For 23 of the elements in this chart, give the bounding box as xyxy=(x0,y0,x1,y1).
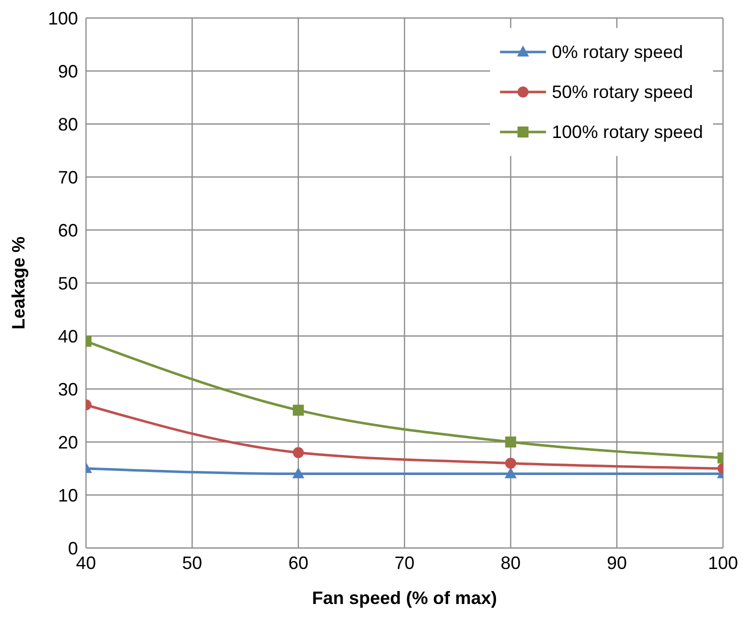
y-tick-label: 0 xyxy=(68,538,78,558)
x-tick-label: 40 xyxy=(76,552,96,573)
y-tick-label: 70 xyxy=(58,167,78,188)
y-tick-label: 90 xyxy=(58,61,78,82)
legend-label: 50% rotary speed xyxy=(552,81,693,104)
y-tick-label: 30 xyxy=(58,379,78,400)
y-tick-label: 40 xyxy=(58,326,78,346)
y-tick-label: 100 xyxy=(48,8,78,28)
x-tick-label: 100 xyxy=(708,552,738,573)
x-axis-title: Fan speed (% of max) xyxy=(312,588,498,608)
x-tick-label: 90 xyxy=(606,552,627,573)
y-tick-label: 20 xyxy=(58,432,78,452)
y-tick-label: 10 xyxy=(58,485,78,506)
y-tick-label: 80 xyxy=(58,114,78,134)
x-tick-label: 80 xyxy=(500,552,521,573)
y-tick-label: 60 xyxy=(58,220,78,240)
legend-label: 0% rotary speed xyxy=(552,41,683,64)
y-tick-label: 50 xyxy=(58,273,78,294)
y-axis-title: Leakage % xyxy=(8,236,28,330)
x-tick-label: 70 xyxy=(394,552,415,573)
x-tick-label: 50 xyxy=(182,552,202,573)
legend-label: 100% rotary speed xyxy=(552,121,703,144)
x-tick-label: 60 xyxy=(288,552,308,573)
